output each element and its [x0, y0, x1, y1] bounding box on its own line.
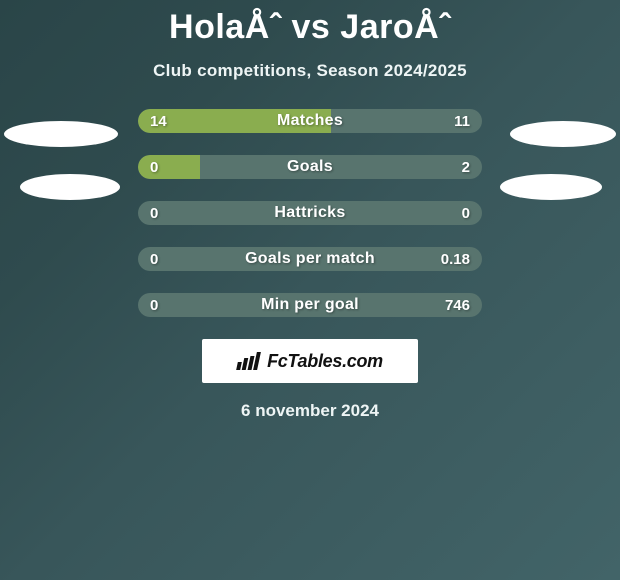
- stat-row: 0Goals per match0.18: [138, 247, 482, 271]
- stat-right-value: 2: [462, 155, 470, 179]
- stat-row: 0Min per goal746: [138, 293, 482, 317]
- page-title: HolaÅˆ vs JaroÅˆ: [0, 0, 620, 47]
- stat-right-value: 0.18: [441, 247, 470, 271]
- stat-row: 14Matches11: [138, 109, 482, 133]
- stat-label: Hattricks: [138, 201, 482, 225]
- decor-oval-left: [20, 174, 120, 200]
- stat-right-value: 746: [445, 293, 470, 317]
- stat-label: Min per goal: [138, 293, 482, 317]
- stat-label: Matches: [138, 109, 482, 133]
- page-subtitle: Club competitions, Season 2024/2025: [0, 61, 620, 81]
- fctables-logo: FcTables.com: [202, 339, 418, 383]
- stat-label: Goals: [138, 155, 482, 179]
- comparison-card: HolaÅˆ vs JaroÅˆ Club competitions, Seas…: [0, 0, 620, 421]
- bars-icon: [237, 352, 261, 370]
- decor-oval-right: [500, 174, 602, 200]
- decor-oval-right: [510, 121, 616, 147]
- stat-right-value: 0: [462, 201, 470, 225]
- decor-oval-left: [4, 121, 118, 147]
- stat-label: Goals per match: [138, 247, 482, 271]
- date-line: 6 november 2024: [0, 401, 620, 421]
- stat-row: 0Hattricks0: [138, 201, 482, 225]
- logo-text: FcTables.com: [267, 351, 383, 372]
- chart-zone: 14Matches110Goals20Hattricks00Goals per …: [0, 109, 620, 317]
- bars-group: 14Matches110Goals20Hattricks00Goals per …: [138, 109, 482, 317]
- stat-row: 0Goals2: [138, 155, 482, 179]
- stat-right-value: 11: [454, 109, 470, 133]
